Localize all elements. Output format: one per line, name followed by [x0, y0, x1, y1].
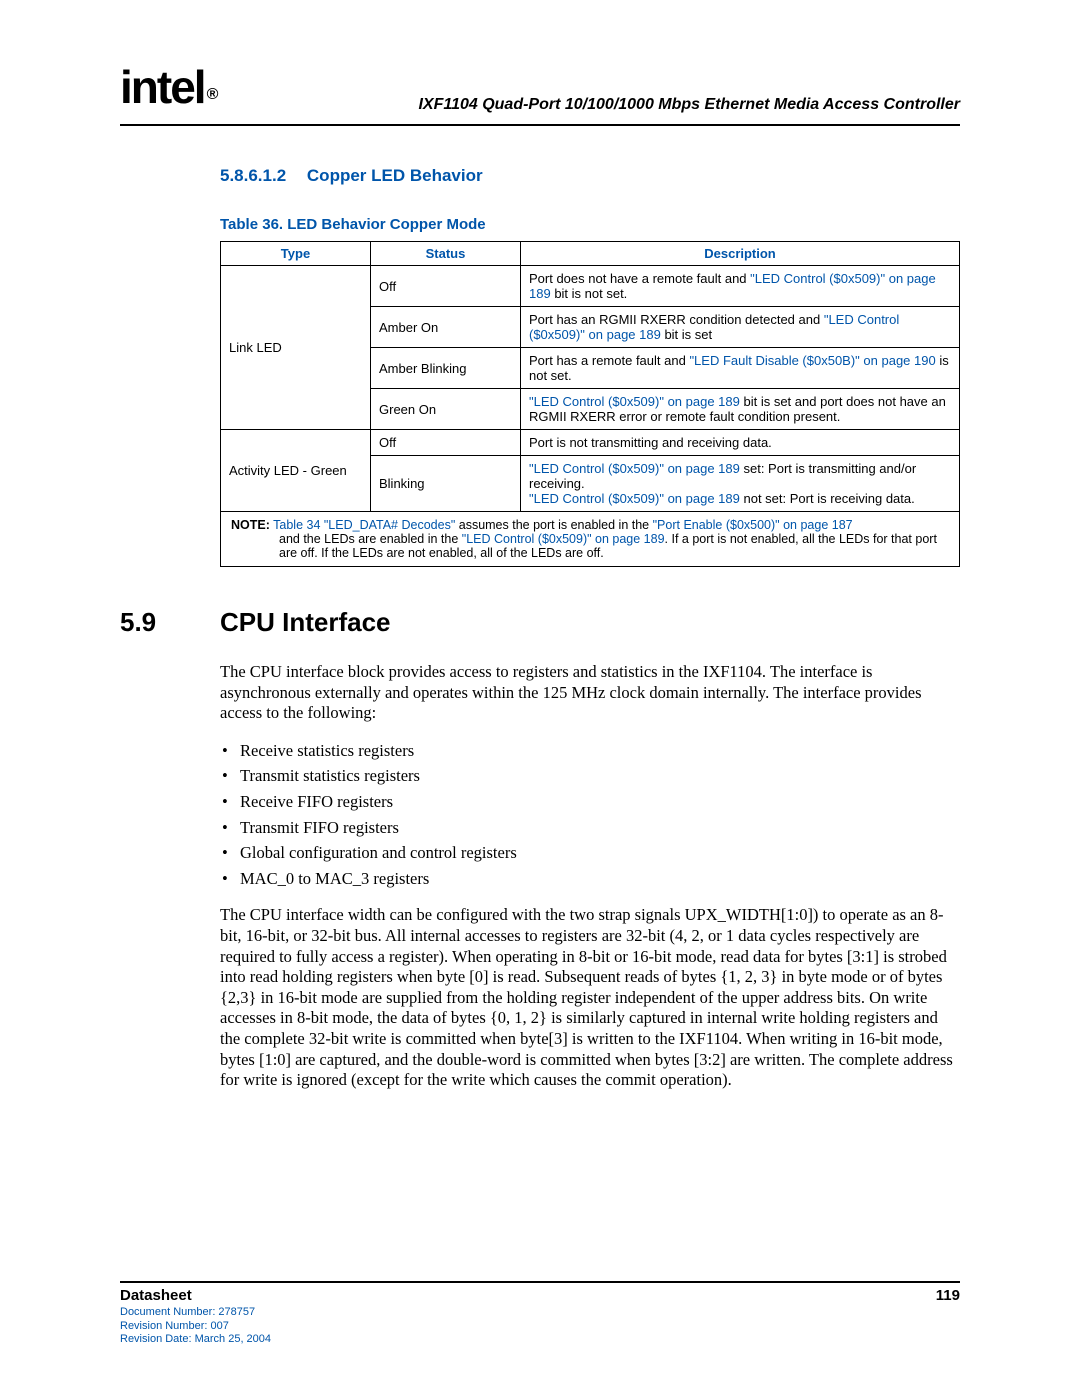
- cell-status: Off: [371, 430, 521, 456]
- footer-metadata: Document Number: 278757 Revision Number:…: [120, 1306, 960, 1347]
- footer-rule: [120, 1281, 960, 1283]
- body-bullet-list: Receive statistics registers Transmit st…: [220, 738, 960, 891]
- cell-status: Off: [371, 266, 521, 307]
- cell-desc: Port does not have a remote fault and "L…: [521, 266, 960, 307]
- list-item: Receive FIFO registers: [220, 789, 960, 815]
- cell-desc: Port has an RGMII RXERR condition detect…: [521, 307, 960, 348]
- cell-status: Amber Blinking: [371, 348, 521, 389]
- table-header-row: Type Status Description: [221, 242, 960, 266]
- led-behavior-table: Type Status Description Link LED Off Por…: [220, 241, 960, 567]
- xref-link[interactable]: Table 34 "LED_DATA# Decodes": [273, 518, 455, 532]
- cell-type-activity-led: Activity LED - Green: [221, 430, 371, 512]
- body-paragraph: The CPU interface block provides access …: [220, 662, 960, 724]
- table-row: Activity LED - Green Off Port is not tra…: [221, 430, 960, 456]
- section-number: 5.8.6.1.2: [220, 166, 286, 185]
- cell-type-link-led: Link LED: [221, 266, 371, 430]
- intel-logo: intel®: [120, 60, 214, 114]
- col-header-desc: Description: [521, 242, 960, 266]
- col-header-type: Type: [221, 242, 371, 266]
- list-item: Receive statistics registers: [220, 738, 960, 764]
- xref-link[interactable]: "LED Fault Disable ($0x50B)" on page 190: [689, 353, 935, 368]
- footer-doc-type: Datasheet: [120, 1287, 192, 1304]
- cell-status: Blinking: [371, 456, 521, 512]
- revision-number: Revision Number: 007: [120, 1320, 960, 1334]
- registered-mark: ®: [207, 86, 217, 103]
- page-header: intel® IXF1104 Quad-Port 10/100/1000 Mbp…: [120, 60, 960, 114]
- cell-desc: "LED Control ($0x509)" on page 189 set: …: [521, 456, 960, 512]
- note-label: NOTE:: [231, 518, 270, 532]
- xref-link[interactable]: "Port Enable ($0x500)" on page 187: [653, 518, 853, 532]
- body-paragraph: The CPU interface width can be configure…: [220, 905, 960, 1091]
- xref-link[interactable]: "LED Control ($0x509)" on page 189: [529, 491, 740, 506]
- section-heading-copper-led: 5.8.6.1.2 Copper LED Behavior: [220, 166, 960, 186]
- section-title: Copper LED Behavior: [307, 166, 483, 185]
- cell-desc: Port has a remote fault and "LED Fault D…: [521, 348, 960, 389]
- page-footer: Datasheet 119 Document Number: 278757 Re…: [120, 1281, 960, 1347]
- cell-status: Green On: [371, 389, 521, 430]
- logo-text: intel: [120, 61, 205, 113]
- table-note: NOTE: Table 34 "LED_DATA# Decodes" assum…: [221, 512, 960, 567]
- xref-link[interactable]: "LED Control ($0x509)" on page 189: [529, 461, 740, 476]
- section-number: 5.9: [120, 607, 220, 638]
- table-caption: Table 36. LED Behavior Copper Mode: [220, 216, 960, 233]
- section-heading-cpu-interface: 5.9 CPU Interface: [120, 607, 960, 638]
- cell-desc: "LED Control ($0x509)" on page 189 bit i…: [521, 389, 960, 430]
- list-item: MAC_0 to MAC_3 registers: [220, 866, 960, 892]
- page-number: 119: [936, 1287, 960, 1304]
- header-rule: [120, 124, 960, 126]
- list-item: Transmit FIFO registers: [220, 815, 960, 841]
- col-header-status: Status: [371, 242, 521, 266]
- revision-date: Revision Date: March 25, 2004: [120, 1333, 960, 1347]
- section-title: CPU Interface: [220, 607, 391, 638]
- list-item: Transmit statistics registers: [220, 763, 960, 789]
- table-note-row: NOTE: Table 34 "LED_DATA# Decodes" assum…: [221, 512, 960, 567]
- table-row: Link LED Off Port does not have a remote…: [221, 266, 960, 307]
- list-item: Global configuration and control registe…: [220, 840, 960, 866]
- cell-desc: Port is not transmitting and receiving d…: [521, 430, 960, 456]
- xref-link[interactable]: "LED Control ($0x509)" on page 189: [462, 532, 665, 546]
- document-title: IXF1104 Quad-Port 10/100/1000 Mbps Ether…: [418, 96, 960, 114]
- xref-link[interactable]: "LED Control ($0x509)" on page 189: [529, 394, 740, 409]
- cell-status: Amber On: [371, 307, 521, 348]
- doc-number: Document Number: 278757: [120, 1306, 960, 1320]
